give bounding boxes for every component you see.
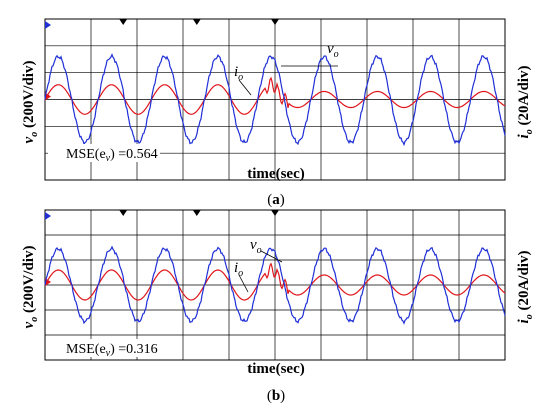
trigger-markers-a [45, 19, 279, 101]
panel-caption-b: (b) [267, 388, 285, 404]
trigger-marker [271, 210, 279, 216]
io-annotation-a: io [234, 64, 243, 83]
panel-a: vo io MSE(ev) =0.564 vo (200V/div) io (2… [21, 18, 535, 208]
vo-annotation-b: vo [250, 237, 262, 256]
current-trace-b [44, 262, 506, 301]
y-axis-label-left-b: vo (200V/div) [21, 246, 40, 329]
mse-label-b: MSE(ev) =0.316 [66, 342, 158, 359]
voltage-trace-b [44, 245, 506, 325]
trigger-marker [192, 19, 201, 25]
io-pointer-b [238, 274, 249, 293]
y-axis-label-right-b: io (20A/div) [516, 251, 535, 324]
x-axis-label-b: time(sec) [247, 361, 304, 377]
x-axis-label-a: time(sec) [247, 166, 304, 182]
ground-marker-current [45, 92, 51, 101]
io-annotation-b: io [234, 260, 243, 279]
current-trace-a [44, 76, 506, 115]
mse-label-a: MSE(ev) =0.564 [66, 147, 158, 164]
mse-box-b [48, 339, 160, 357]
ground-marker-voltage [45, 212, 51, 220]
io-pointer-a [238, 79, 252, 96]
panel-caption-a: (a) [267, 192, 285, 208]
mse-box-a [48, 144, 160, 162]
grid-b [45, 210, 505, 360]
trigger-marker [119, 210, 128, 216]
y-axis-label-right-a: io (20A/div) [516, 66, 535, 139]
vo-pointer-b [260, 250, 283, 263]
ground-marker-voltage [45, 21, 51, 29]
trigger-marker [192, 210, 201, 216]
vo-annotation-a: vo [327, 41, 339, 60]
trigger-marker [271, 19, 279, 25]
y-axis-label-left-a: vo (200V/div) [21, 61, 40, 144]
voltage-trace-a [44, 53, 506, 147]
trigger-markers-b [45, 210, 279, 286]
ground-marker-current [45, 278, 51, 286]
panel-b: vo io MSE(ev) =0.316 vo (200V/div) io (2… [21, 209, 535, 404]
trigger-marker [119, 19, 128, 25]
